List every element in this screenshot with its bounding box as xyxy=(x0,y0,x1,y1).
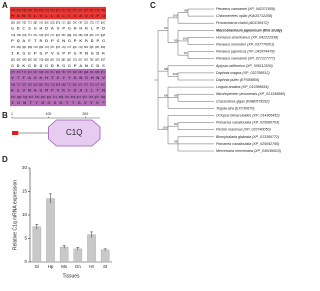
bar xyxy=(32,226,42,263)
x-tick-label: Ms xyxy=(61,264,68,269)
taxon-label: Pomacea canaliculata (XP_025080703) xyxy=(216,121,279,125)
sequence-row: I K G E P G P V G P P G P N G D K xyxy=(11,51,105,55)
highlight xyxy=(10,87,106,94)
x-tick-label: Ht xyxy=(89,264,94,269)
sequence-row: ggc gac tgt tcc ggt cac gac gcg gtg ccc … xyxy=(11,20,105,24)
sequence-row: gtc aca ttc gcc gtc aag cac acc gag tac … xyxy=(11,70,105,74)
taxon-label: Homarus americanus (XP_042222538) xyxy=(216,35,278,39)
highlight xyxy=(10,75,106,82)
bar xyxy=(59,246,69,263)
bootstrap: 95 xyxy=(174,140,178,144)
taxon-label: Mizuhopecten yessoensis (XP_021349860) xyxy=(216,92,285,96)
bootstrap: 83 xyxy=(174,122,178,126)
sequence-row: G D C S G H D A V P G H H R L P D xyxy=(11,27,105,31)
x-axis-title: Tissues xyxy=(62,273,80,279)
highlight xyxy=(10,6,106,14)
y-tick-label: 15 xyxy=(22,189,28,194)
taxon-label: Procambarus clarkii (ADC56472) xyxy=(216,21,269,25)
bar xyxy=(46,198,55,263)
signal-peptide xyxy=(12,131,19,135)
y-tick-label: 20 xyxy=(22,165,28,170)
panel-label: B xyxy=(2,111,8,120)
sequence-row: P Q A F T R D P G N G P K R D P G xyxy=(11,39,105,43)
sequence-row: V T F A V K H T E Y Y D N G H N V xyxy=(11,76,105,80)
panel-label: D xyxy=(2,155,8,164)
taxon-label: Lingula anatina (XP_013386654) xyxy=(216,85,269,89)
bootstrap: 98 xyxy=(184,8,188,12)
x-tick-label: Gi xyxy=(35,264,40,269)
panel-label: A xyxy=(2,1,8,10)
sequence-row: atc aag ggc gag cca gga ccg gtc ggc ccg … xyxy=(11,45,105,49)
bootstrap: 98 xyxy=(164,67,168,71)
bar xyxy=(73,248,83,263)
taxon-label: Pomacea canaliculata (XP_025092765) xyxy=(216,142,279,146)
sequence-row: ccg caa gcg ttc acc cga gat ccc ggc aac … xyxy=(11,33,105,37)
panel-label: C xyxy=(150,1,156,10)
sequence-row: G D K G D Q G D R G G P A N C D S xyxy=(11,64,105,68)
bootstrap: 100 xyxy=(172,14,177,18)
sequence-row: M A W S L V L L A L C V A V V P Q xyxy=(11,14,105,18)
x-tick-label: St xyxy=(103,264,108,269)
taxon-label: Daphnia pulex (EFX85806) xyxy=(216,78,259,82)
sequence-row: aag tcc gtc aac gcg ggc atg ccg gtg aag … xyxy=(11,82,105,86)
bootstrap: 100 xyxy=(182,37,187,41)
c1q-domain xyxy=(48,119,101,147)
taxon-label: Macrobrachium japonicum (this study) xyxy=(216,28,283,32)
bar xyxy=(87,234,96,263)
bootstrap: 87 xyxy=(184,51,188,55)
sequence-row: K S V N A G M P V K F D A I L T N xyxy=(11,89,105,93)
x-tick-label: Gn xyxy=(75,264,82,269)
taxon-label: Daphnia magna (XP_032788512) xyxy=(216,71,270,75)
bar xyxy=(100,249,110,263)
taxon-label: Aplysia californica (XP_005112539) xyxy=(215,64,273,68)
highlight xyxy=(10,99,106,107)
taxon-label: Crassostrea gigas (KAB0578292) xyxy=(216,99,270,103)
highlight xyxy=(10,13,106,20)
y-tick-label: 5 xyxy=(24,236,27,241)
bootstrap: 68 xyxy=(164,94,168,98)
scale-label: 100 xyxy=(46,112,52,116)
taxon-label: Mercenaria mercenaria (XP_045186510) xyxy=(216,149,281,153)
highlight xyxy=(10,81,106,88)
highlight xyxy=(10,93,106,100)
taxon-label: Penaeus monodon (XP_037770001) xyxy=(216,42,274,46)
highlight xyxy=(10,68,106,76)
sequence-row: ggc gac aaa ggc gac cag gga gac cgc ggc … xyxy=(11,58,105,62)
sequence-row: atg gcg tgg agc ttg gtg ctg ctg gcc ctc … xyxy=(11,8,105,12)
y-axis-title: Relative C1q mRNA expression xyxy=(12,180,18,250)
bootstrap: 100 xyxy=(162,125,167,129)
sequence-row: atc gga tgg acc tac gac ggc tcc aag tac … xyxy=(11,95,105,99)
y-tick-label: 10 xyxy=(22,212,28,217)
scale-label: 1 xyxy=(11,112,13,116)
bootstrap: 99 xyxy=(174,94,178,98)
bootstrap: 99 xyxy=(174,39,178,43)
domain-label: C1Q xyxy=(66,128,82,137)
taxon-label: Octopus bimaculoides (XP_014366452) xyxy=(216,113,280,117)
taxon-label: Chionoecetes opilio (KAG0712208) xyxy=(216,14,272,18)
bootstrap: 62 xyxy=(164,26,168,30)
taxon-label: Penaeus vannamei (XP_027227777) xyxy=(216,57,275,61)
taxon-label: Pecten maximus (XP_033740050) xyxy=(216,128,271,132)
sequence-row: I G W T Y D G S K Y T A V Y V * xyxy=(11,101,105,105)
scale-label: 200 xyxy=(82,112,88,116)
taxon-label: Penaeus japonicus (XP_042874478) xyxy=(216,50,275,54)
x-tick-label: Hp xyxy=(48,264,54,269)
taxon-label: Biomphalaria glabrata (XP_013386772) xyxy=(216,135,279,139)
taxon-label: Tegula atra (EXY30670) xyxy=(216,106,254,110)
bootstrap: 100 xyxy=(172,72,177,76)
y-tick-label: 0 xyxy=(24,259,27,264)
figure: A B C D atg gcg tgg agc ttg gtg ctg ctg … xyxy=(2,1,285,279)
taxon-label: Penaeus vannamei (XP_042371859) xyxy=(216,7,275,11)
